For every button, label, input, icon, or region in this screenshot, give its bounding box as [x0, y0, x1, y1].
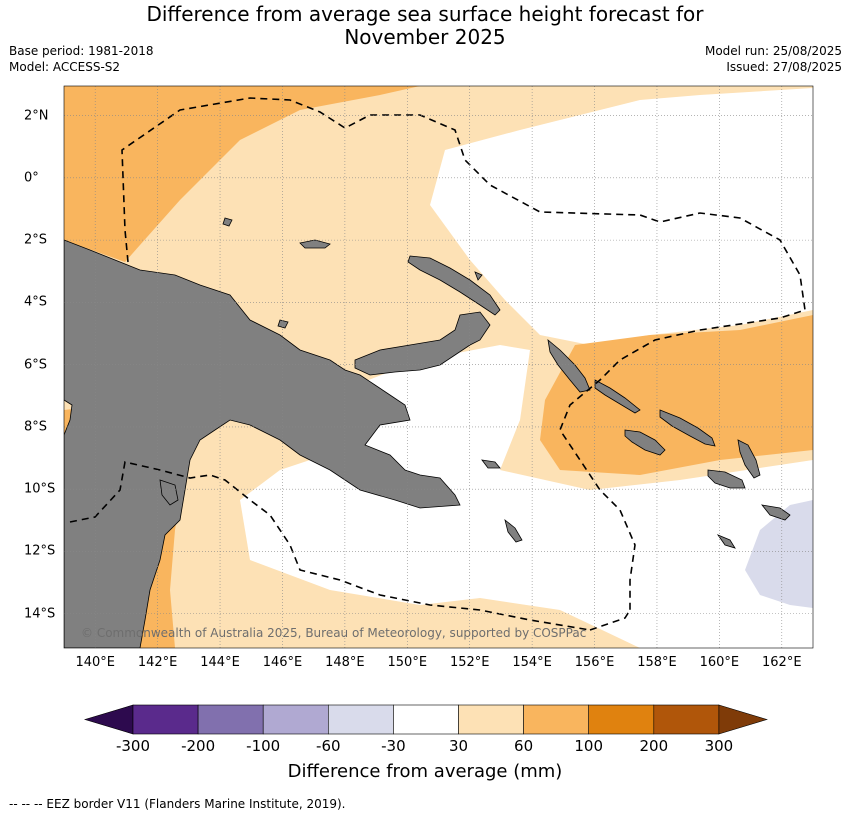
longitude-label: 162°E — [762, 655, 802, 670]
latitude-label: 2°S — [24, 232, 48, 248]
longitude-label: 158°E — [637, 655, 677, 670]
longitude-label: 144°E — [200, 655, 240, 670]
map-frame — [63, 85, 814, 649]
latitude-label: 8°S — [24, 419, 48, 435]
small-island-1 — [277, 319, 289, 329]
guadalcanal-island — [624, 429, 666, 456]
longitude-label: 148°E — [325, 655, 365, 670]
colorbar-segment — [653, 704, 720, 735]
latitude-label: 14°S — [24, 606, 56, 622]
eez-border-png-north — [121, 97, 806, 610]
colorbar-segment — [327, 704, 394, 735]
colorbar-tick-label: -60 — [316, 737, 341, 755]
new-ireland-island — [407, 255, 501, 316]
colorbar-tick-label: -200 — [181, 737, 216, 755]
colorbar-extend-low — [83, 704, 134, 735]
longitude-label: 146°E — [262, 655, 303, 670]
latitude-label: 6°S — [24, 357, 48, 373]
latitude-label: 0° — [24, 170, 39, 186]
santa-isabel-island — [659, 409, 716, 447]
eez-border-png-south — [69, 461, 591, 631]
meta-left: Base period: 1981-2018 Model: ACCESS-S2 — [9, 43, 154, 75]
anomaly-region-60-100-east — [540, 315, 813, 475]
colorbar-segment — [132, 704, 199, 735]
louisiade-islands — [504, 518, 523, 543]
colorbar-segment — [588, 704, 655, 735]
copyright-credit: © Commonwealth of Australia 2025, Bureau… — [81, 626, 587, 640]
longitude-label: 154°E — [512, 655, 552, 670]
colorbar-tick-label: 30 — [448, 737, 469, 755]
colorbar-segment — [393, 704, 459, 735]
longitude-label: 156°E — [574, 655, 615, 670]
manus-island — [299, 239, 331, 249]
anomaly-region-neutral-north — [430, 88, 813, 345]
colorbar-segment — [458, 704, 524, 735]
meta-right: Model run: 25/08/2025 Issued: 27/08/2025 — [705, 43, 842, 75]
colorbar-tick-label: 60 — [514, 737, 534, 755]
choiseul-island — [594, 379, 641, 414]
longitude-label: 150°E — [387, 655, 428, 670]
colorbar-segment — [197, 704, 264, 735]
colorbar-tick-label: -30 — [381, 737, 406, 755]
fergusson-island — [481, 459, 501, 469]
gridlines — [64, 86, 813, 648]
cape-york-tip — [159, 479, 179, 506]
colorbar — [83, 704, 768, 735]
malaita-island — [737, 439, 761, 479]
map-area — [64, 86, 813, 648]
colorbar-segment — [262, 704, 329, 735]
title-line-2: November 2025 — [344, 25, 506, 49]
latitude-label: 4°S — [24, 294, 48, 310]
colorbar-title: Difference from average (mm) — [287, 761, 563, 782]
landmass-group — [64, 217, 791, 648]
small-island-2 — [716, 534, 736, 549]
bougainville-island — [547, 339, 591, 393]
eez-border-lines — [69, 97, 806, 631]
base-period: Base period: 1981-2018 — [9, 44, 154, 58]
model-run: Model run: 25/08/2025 — [704, 44, 842, 58]
new-guinea-landmass — [64, 239, 461, 648]
model-name: Model: ACCESS-S2 — [9, 60, 121, 74]
map-title: Difference from average sea surface heig… — [0, 3, 850, 49]
colorbar-segment — [523, 704, 589, 735]
colorbar-tick-label: 200 — [639, 737, 669, 755]
title-line-1: Difference from average sea surface heig… — [146, 2, 704, 26]
colorbar-tick-label: 100 — [574, 737, 604, 755]
latitude-label: 10°S — [24, 481, 56, 497]
anomaly-region-60-100-northwest — [64, 86, 420, 262]
latitude-label: 2°N — [24, 108, 49, 124]
longitude-label: 152°E — [449, 655, 490, 670]
longitude-label: 140°E — [75, 655, 115, 670]
small-island-4 — [474, 271, 483, 281]
colorbar-tick-label: 300 — [704, 737, 734, 755]
new-britain-island — [354, 311, 491, 376]
makira-island — [707, 469, 746, 489]
colorbar-tick-label: -100 — [246, 737, 281, 755]
colorbar-extend-high — [718, 704, 768, 735]
small-island-3 — [222, 217, 233, 227]
eez-border-coral-sea — [589, 609, 631, 631]
longitude-label: 160°E — [699, 655, 740, 670]
colorbar-tick-label: -300 — [115, 737, 151, 755]
anomaly-region-neg-30-60 — [745, 500, 813, 608]
issued-date: Issued: 27/08/2025 — [726, 60, 842, 74]
espiritu-santo-island — [761, 504, 791, 521]
longitude-label: 142°E — [137, 655, 178, 670]
eez-footnote: -- -- -- EEZ border V11 (Flanders Marine… — [9, 797, 346, 811]
latitude-label: 12°S — [24, 543, 56, 559]
